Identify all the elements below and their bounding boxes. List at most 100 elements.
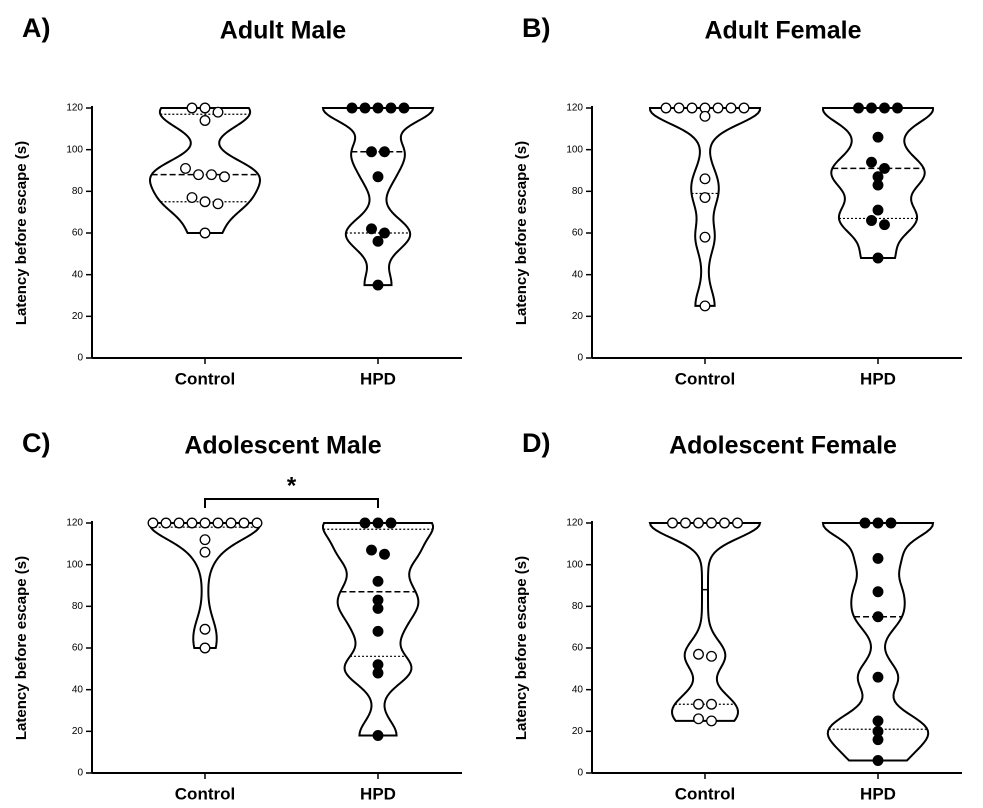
data-point [732, 517, 743, 529]
data-point [186, 517, 198, 529]
x-tick-label: HPD [360, 784, 396, 803]
data-point [251, 517, 263, 529]
y-tick-label: 80 [72, 186, 84, 197]
y-tick-label: 20 [572, 311, 584, 322]
chart-title: Adult Female [705, 17, 862, 45]
violin [148, 107, 262, 234]
violin [648, 522, 762, 722]
data-point [372, 279, 384, 291]
data-point [199, 546, 211, 558]
data-point [346, 102, 358, 114]
data-point [206, 169, 217, 181]
data-point [379, 146, 390, 158]
data-point [879, 102, 890, 114]
data-point [892, 102, 903, 114]
data-point [879, 219, 890, 231]
y-axis-label: Latency before escape (s) [13, 141, 30, 325]
data-point [385, 102, 397, 114]
data-point [372, 730, 384, 741]
data-point [872, 586, 884, 598]
violin [821, 107, 935, 259]
data-point [693, 517, 704, 529]
data-point [680, 517, 691, 529]
data-point [693, 698, 704, 710]
y-tick-label: 120 [66, 103, 83, 114]
data-point [359, 102, 371, 114]
data-point [699, 110, 711, 122]
data-point [872, 204, 884, 216]
data-point [706, 698, 717, 710]
y-tick-label: 60 [72, 228, 84, 239]
y-tick-label: 40 [72, 684, 84, 695]
data-point [686, 102, 698, 114]
data-point [212, 198, 224, 210]
data-point [872, 734, 884, 746]
y-tick-label: 20 [572, 726, 584, 737]
y-tick-label: 40 [72, 269, 84, 280]
violin [648, 107, 762, 307]
data-point [859, 517, 871, 529]
data-point [372, 102, 384, 114]
data-point [853, 102, 864, 114]
data-point [372, 517, 384, 529]
y-tick-label: 100 [566, 559, 583, 570]
y-tick-label: 20 [72, 726, 84, 737]
data-point [199, 115, 211, 126]
data-point [872, 131, 884, 143]
y-tick-label: 40 [572, 269, 584, 280]
data-point [372, 625, 384, 637]
y-tick-label: 80 [572, 186, 584, 197]
data-point [199, 623, 211, 635]
panel-label: A) [22, 13, 51, 43]
data-point [872, 715, 884, 727]
data-point [719, 517, 730, 529]
data-point [180, 162, 191, 174]
panel-label: B) [522, 13, 551, 43]
data-point [212, 517, 224, 529]
y-tick-label: 120 [66, 518, 83, 529]
violin [321, 522, 435, 737]
data-point [160, 517, 172, 529]
x-tick-label: Control [175, 369, 235, 388]
y-tick-label: 100 [66, 144, 83, 155]
data-point [379, 548, 390, 560]
data-point [693, 713, 704, 725]
x-tick-label: Control [175, 784, 235, 803]
data-point [712, 102, 724, 114]
data-point [379, 227, 390, 239]
y-tick-label: 20 [72, 311, 84, 322]
y-axis-label: Latency before escape (s) [513, 141, 530, 325]
data-point [879, 162, 890, 174]
y-tick-label: 0 [77, 768, 83, 779]
data-point [147, 517, 159, 529]
data-point [866, 215, 877, 226]
data-point [660, 102, 672, 114]
significance-bracket [204, 498, 379, 508]
data-point [872, 179, 884, 191]
data-point [372, 235, 384, 247]
data-point [885, 517, 897, 529]
data-point [706, 715, 717, 727]
y-tick-label: 0 [577, 768, 583, 779]
data-point [186, 102, 198, 114]
data-point [199, 227, 211, 239]
data-point [366, 223, 377, 235]
y-tick-label: 80 [572, 601, 584, 612]
panel-label: C) [22, 428, 51, 458]
data-point [699, 300, 711, 312]
y-tick-label: 80 [72, 601, 84, 612]
data-point [699, 231, 711, 243]
data-point [238, 517, 250, 529]
significance-label: * [287, 472, 297, 499]
y-tick-label: 120 [566, 103, 583, 114]
data-point [738, 102, 750, 114]
y-tick-label: 0 [77, 353, 83, 364]
y-tick-label: 40 [572, 684, 584, 695]
chart-title: Adolescent Male [184, 432, 381, 460]
x-tick-label: HPD [360, 369, 396, 388]
data-point [667, 517, 678, 529]
data-point [219, 171, 230, 183]
y-tick-label: 60 [572, 643, 584, 654]
data-point [199, 534, 211, 546]
